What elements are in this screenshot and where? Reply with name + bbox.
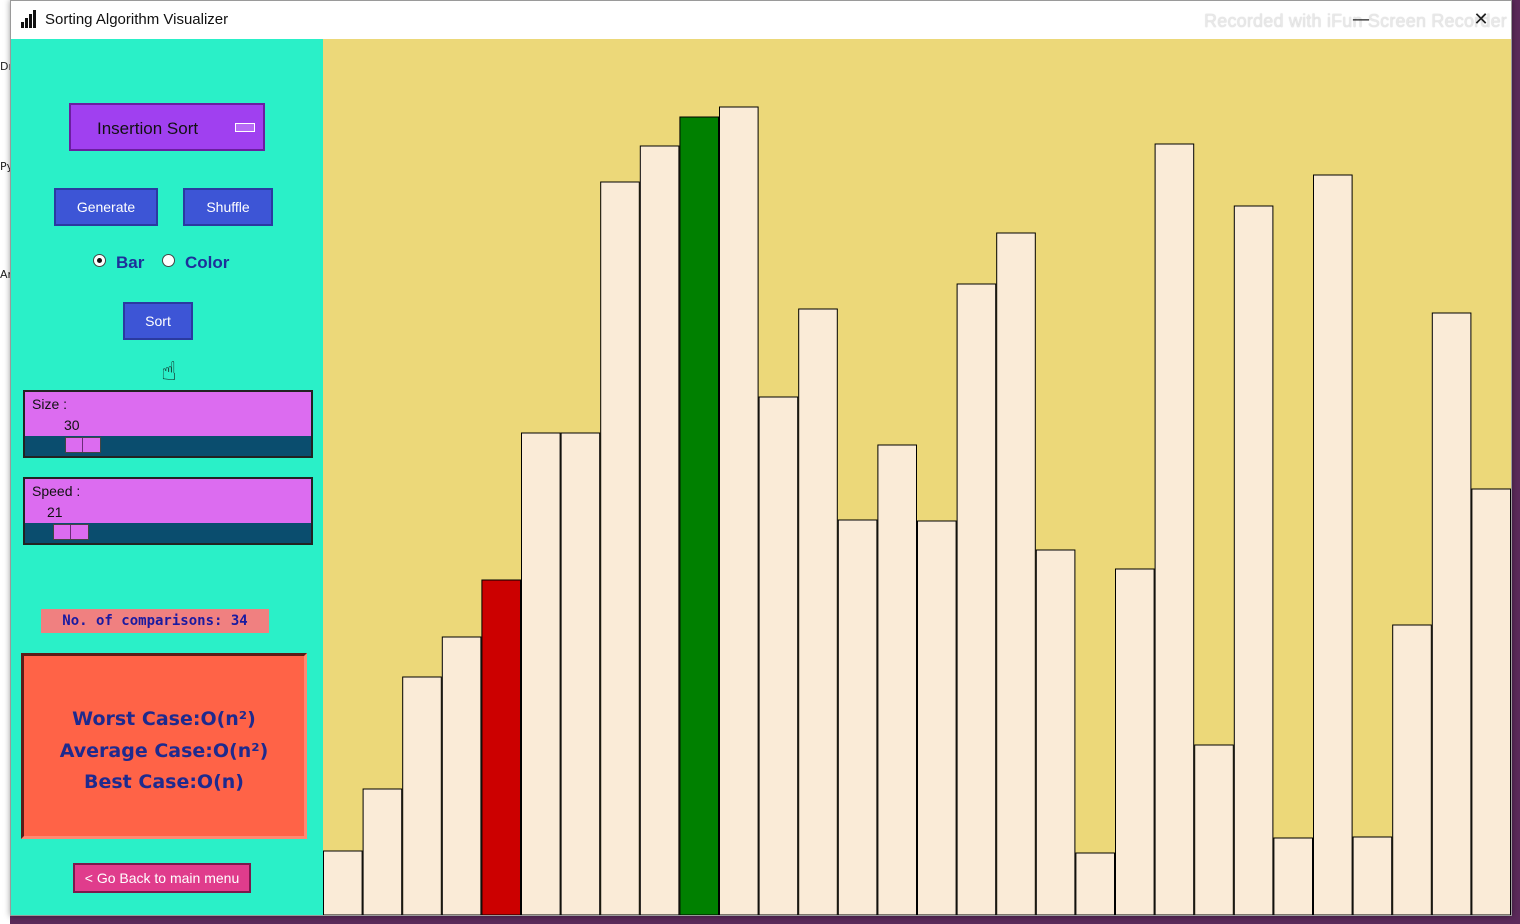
desktop-text-fragment: Ar [0, 268, 13, 281]
bar-0 [323, 850, 363, 915]
radio-bar-label: Bar [116, 253, 145, 272]
desktop-background: Dr Py Ar [0, 0, 14, 924]
bar-24 [1273, 837, 1314, 915]
dropdown-indicator-icon [235, 123, 255, 132]
visualization-canvas [323, 39, 1511, 915]
speed-slider-thumb[interactable] [53, 524, 89, 540]
bar-chart-app-icon [21, 10, 39, 28]
size-slider-panel: Size : 30 [23, 390, 313, 458]
bar-21 [1154, 143, 1195, 915]
bar-26 [1352, 836, 1393, 915]
title-bar[interactable]: Sorting Algorithm Visualizer Recorded wi… [11, 1, 1511, 39]
bar-5 [521, 432, 561, 915]
window-title: Sorting Algorithm Visualizer [45, 11, 229, 28]
minimize-button[interactable]: — [1352, 9, 1370, 30]
radio-color-label: Color [185, 253, 230, 272]
speed-slider-panel: Speed : 21 [23, 477, 313, 545]
size-value: 30 [64, 417, 80, 433]
speed-slider-track[interactable] [25, 523, 311, 543]
comparison-counter: No. of comparisons: 34 [41, 609, 269, 633]
bar-19 [1075, 852, 1116, 915]
bar-13 [837, 519, 878, 915]
bar-29 [1471, 488, 1511, 915]
bar-9 [679, 116, 719, 915]
complexity-panel: Worst Case:O(n²) Average Case:O(n²) Best… [21, 653, 307, 839]
bar-4 [481, 579, 521, 915]
size-slider-thumb[interactable] [64, 437, 101, 453]
bar-23 [1233, 205, 1274, 915]
desktop-text-fragment: Py [0, 160, 14, 173]
algorithm-dropdown-value: Insertion Sort [97, 119, 199, 138]
radio-selected-icon [93, 254, 106, 267]
generate-button[interactable]: Generate [54, 188, 158, 226]
size-label: Size : [32, 396, 68, 412]
bar-17 [996, 232, 1036, 915]
control-panel: Insertion Sort Generate Shuffle Bar Colo… [11, 39, 323, 915]
bar-2 [402, 676, 442, 915]
bar-16 [956, 283, 997, 915]
bar-15 [917, 520, 957, 915]
app-window: Sorting Algorithm Visualizer Recorded wi… [10, 0, 1512, 916]
bar-6 [560, 432, 601, 915]
bar-22 [1194, 744, 1234, 915]
bar-20 [1115, 568, 1155, 915]
bar-10 [719, 106, 759, 915]
back-to-menu-button[interactable]: < Go Back to main menu [73, 863, 251, 893]
speed-label: Speed : [32, 483, 81, 499]
sort-button[interactable]: Sort [123, 302, 193, 340]
bar-25 [1313, 174, 1353, 915]
radio-unselected-icon [162, 254, 175, 267]
size-slider-track[interactable] [25, 436, 311, 456]
bar-1 [362, 788, 403, 915]
bar-11 [758, 396, 799, 915]
hand-pointer-cursor-icon: ☝ [161, 357, 177, 387]
average-case-text: Average Case:O(n²) [59, 740, 269, 762]
bar-3 [441, 636, 482, 915]
bar-7 [600, 181, 640, 915]
bar-14 [877, 444, 918, 915]
worst-case-text: Worst Case:O(n²) [72, 708, 256, 730]
close-button[interactable]: ✕ [1473, 9, 1489, 30]
desktop-text-fragment: Dr [0, 60, 13, 73]
radio-color[interactable]: Color [162, 253, 229, 273]
bar-27 [1392, 624, 1432, 915]
algorithm-dropdown[interactable]: Insertion Sort [69, 103, 265, 151]
radio-bar[interactable]: Bar [93, 253, 144, 273]
bar-12 [798, 308, 838, 915]
bar-8 [639, 145, 680, 915]
bar-18 [1035, 549, 1076, 915]
speed-value: 21 [47, 504, 63, 520]
bar-chart-svg [323, 106, 1511, 915]
recorder-watermark: Recorded with iFun Screen Recorder [1204, 11, 1507, 31]
best-case-text: Best Case:O(n) [84, 771, 244, 793]
bar-28 [1431, 312, 1472, 915]
shuffle-button[interactable]: Shuffle [183, 188, 273, 226]
